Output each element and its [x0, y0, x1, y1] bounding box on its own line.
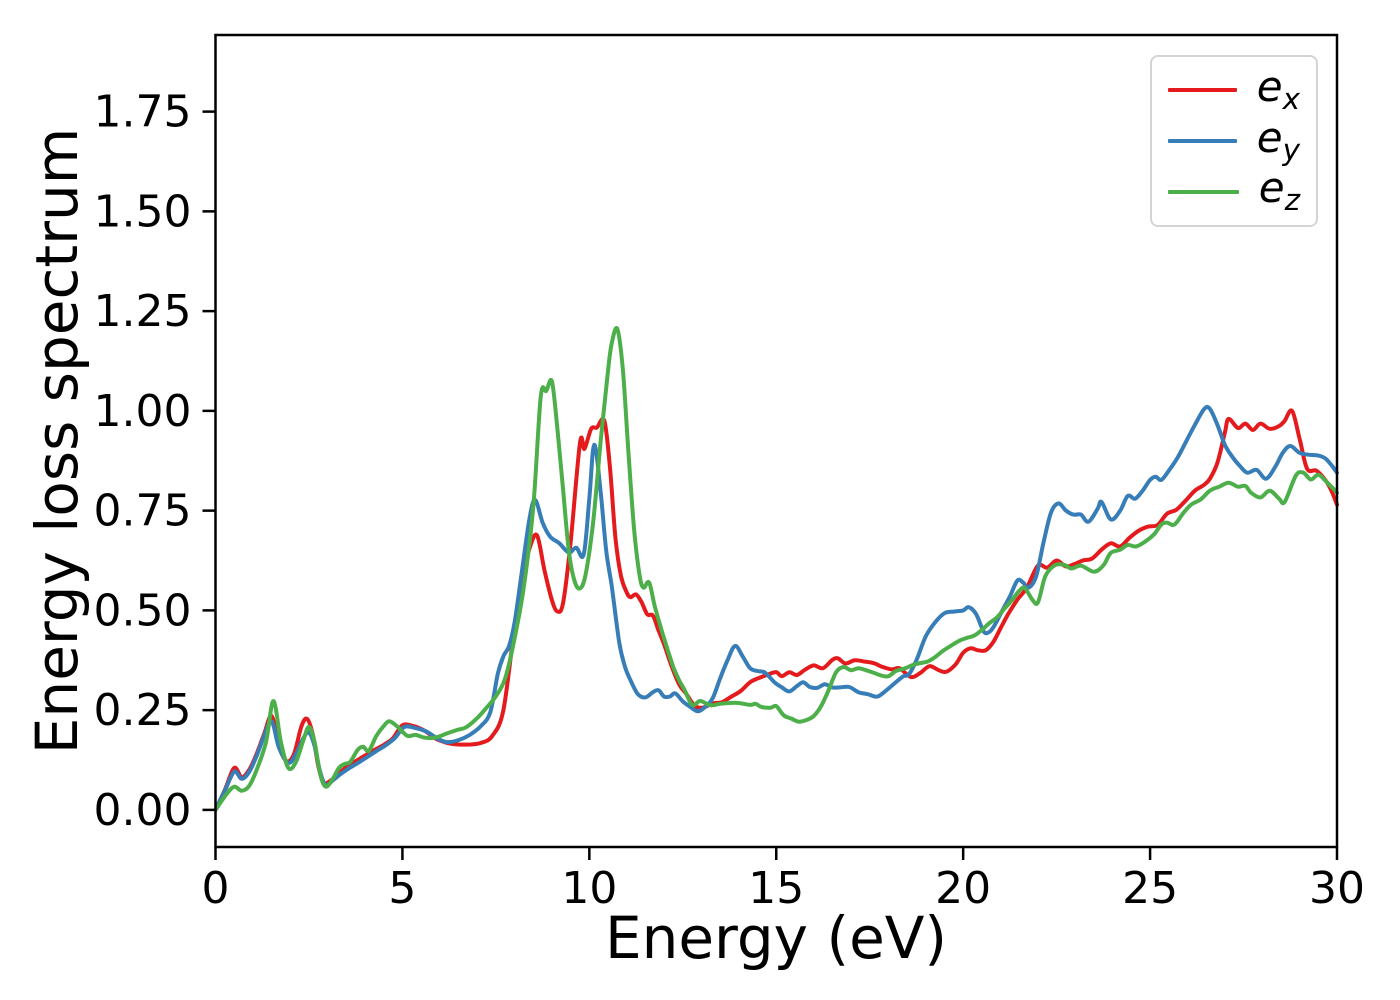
x-tick-label: 10 [561, 863, 617, 914]
legend-entry-ey: ey [1168, 112, 1300, 167]
y-tick-label: 1.00 [94, 386, 192, 437]
x-tick-label: 5 [388, 863, 416, 914]
y-tick-label: 1.25 [94, 286, 192, 337]
y-tick-label: 0.75 [94, 486, 192, 537]
x-tick-label: 0 [202, 863, 230, 914]
legend-entry-ex: ex [1168, 66, 1300, 115]
y-tick-label: 0.00 [94, 785, 192, 836]
legend-label-ez: ez [1258, 163, 1300, 218]
legend-line-ez [1168, 189, 1239, 194]
x-tick-label: 25 [1122, 863, 1178, 914]
x-tick-label: 15 [748, 863, 804, 914]
series-line-ey [213, 404, 1339, 812]
y-tick-label: 1.50 [94, 186, 192, 237]
legend-line-ey [1168, 138, 1237, 143]
y-axis-label: Energy loss spectrum [23, 127, 91, 755]
x-tick-label: 30 [1309, 863, 1365, 914]
legend: ex ey ez [1150, 55, 1318, 227]
legend-label-ey: ey [1256, 112, 1300, 167]
legend-label-ex: ex [1256, 62, 1300, 117]
series-line-ez [213, 326, 1339, 812]
x-tick-label: 20 [935, 863, 991, 914]
legend-line-ex [1168, 88, 1237, 93]
y-tick-label: 0.50 [94, 585, 192, 636]
legend-entry-ez: ez [1168, 167, 1300, 216]
y-tick-label: 0.25 [94, 685, 192, 736]
x-axis-label: Energy (eV) [604, 904, 948, 972]
y-tick-label: 1.75 [94, 87, 192, 138]
